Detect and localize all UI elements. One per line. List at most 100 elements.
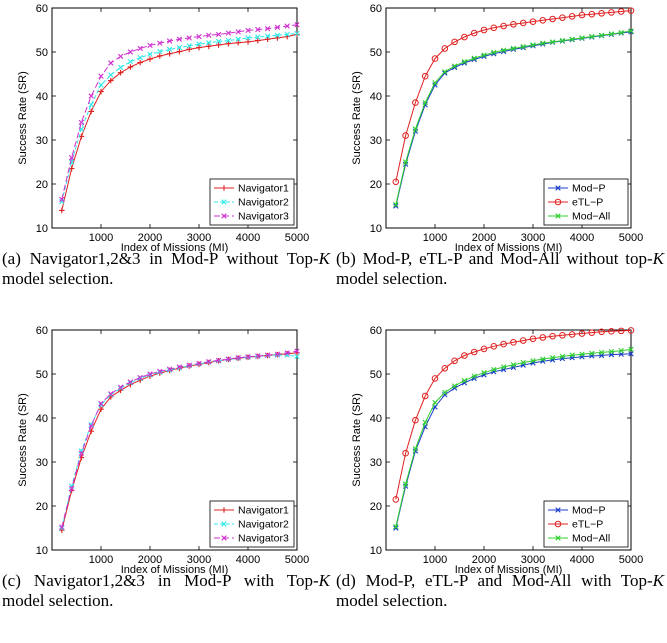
data-point [422, 419, 428, 426]
data-point [166, 46, 173, 53]
data-point [245, 35, 251, 41]
caption-text: model selection. [336, 591, 448, 610]
data-point [549, 355, 556, 361]
caption-text: model selection. [2, 269, 114, 288]
data-point [510, 20, 517, 28]
data-point [480, 345, 488, 353]
series-1 [59, 30, 300, 205]
data-point [442, 69, 448, 75]
y-tick-label: 10 [370, 545, 382, 557]
y-tick-label: 60 [370, 3, 382, 15]
data-point [500, 22, 507, 30]
data-point [78, 448, 85, 454]
data-point [59, 525, 65, 531]
data-point [549, 15, 556, 23]
data-point [422, 99, 428, 106]
y-tick-label: 30 [36, 457, 48, 469]
data-point [147, 56, 153, 62]
data-point [284, 31, 290, 38]
data-point [559, 14, 566, 21]
data-point [264, 36, 271, 43]
data-point [196, 41, 202, 47]
data-point [617, 8, 625, 15]
data-point [540, 356, 546, 362]
data-point [461, 58, 468, 65]
data-point [412, 126, 419, 132]
legend-marker [554, 520, 562, 528]
x-tick-label: 1000 [423, 554, 447, 566]
chart-panel-c: 1000 2000 3000 4000 5000 10 20 30 40 50 60 Index of… [0, 322, 333, 643]
series-1 [392, 7, 635, 186]
data-point [206, 40, 212, 46]
data-point [569, 36, 575, 42]
legend-marker [221, 185, 227, 191]
series-1 [392, 327, 635, 503]
data-point [628, 29, 634, 35]
data-point [157, 368, 163, 375]
caption-italic-k: K [652, 249, 664, 268]
data-point [421, 392, 429, 400]
y-tick-label: 30 [36, 135, 48, 147]
series-2 [59, 22, 300, 203]
data-point [108, 72, 114, 78]
data-point [206, 358, 212, 365]
y-axis-label: Success Rate (SR) [17, 393, 29, 487]
data-point [225, 30, 232, 36]
legend-marker [221, 213, 227, 219]
chart-svg: 1000 2000 3000 4000 5000 10 20 30 40 50 60 Index of… [351, 325, 643, 576]
series-line [395, 329, 632, 500]
figure-caption: (b) Mod-P, eTL-P and Mod-All without top… [336, 249, 664, 289]
data-point [225, 356, 232, 362]
data-point [530, 358, 536, 364]
data-point [549, 332, 556, 340]
legend-marker [555, 507, 561, 513]
data-point [627, 327, 635, 334]
data-point [166, 366, 173, 372]
data-point [264, 25, 271, 32]
chart-svg: 1000 2000 3000 4000 5000 10 20 30 40 50 60 Index of… [351, 3, 643, 254]
data-point [412, 416, 419, 424]
data-point [598, 32, 605, 38]
data-point [529, 335, 537, 343]
data-point [608, 31, 615, 37]
data-point [127, 379, 134, 385]
data-point [215, 42, 222, 48]
data-point [88, 108, 94, 115]
x-tick-label: 5000 [285, 554, 309, 566]
data-point [412, 446, 419, 452]
legend-label: Navigator1 [238, 505, 289, 517]
data-point [510, 45, 517, 52]
legend-label: Navigator3 [238, 211, 289, 223]
x-tick-label: 1000 [89, 554, 113, 566]
data-point [225, 37, 232, 44]
data-point [470, 29, 478, 37]
x-axis-label: Index of Missions (MI) [121, 564, 229, 576]
data-point [549, 39, 556, 45]
data-point [588, 329, 596, 336]
data-point [520, 44, 526, 50]
data-point [127, 49, 134, 55]
x-tick-label: 1000 [89, 232, 113, 244]
data-point [215, 38, 222, 45]
y-tick-label: 50 [36, 369, 48, 381]
data-point [412, 99, 419, 106]
data-point [530, 42, 536, 48]
caption-text: model selection. [336, 269, 448, 288]
data-point [431, 375, 439, 382]
data-point [628, 28, 634, 34]
x-tick-label: 4000 [570, 554, 594, 566]
data-point [402, 132, 409, 139]
data-point [608, 9, 615, 16]
y-tick-label: 30 [370, 457, 382, 469]
data-point [235, 355, 241, 361]
data-point [490, 24, 498, 32]
data-point [618, 29, 624, 36]
legend-label: Navigator2 [238, 197, 289, 209]
data-point [589, 350, 595, 357]
data-point [264, 33, 271, 39]
data-point [578, 330, 586, 337]
data-point [137, 55, 143, 61]
x-tick-label: 5000 [619, 232, 643, 244]
data-point [98, 400, 104, 407]
data-point [274, 351, 281, 357]
